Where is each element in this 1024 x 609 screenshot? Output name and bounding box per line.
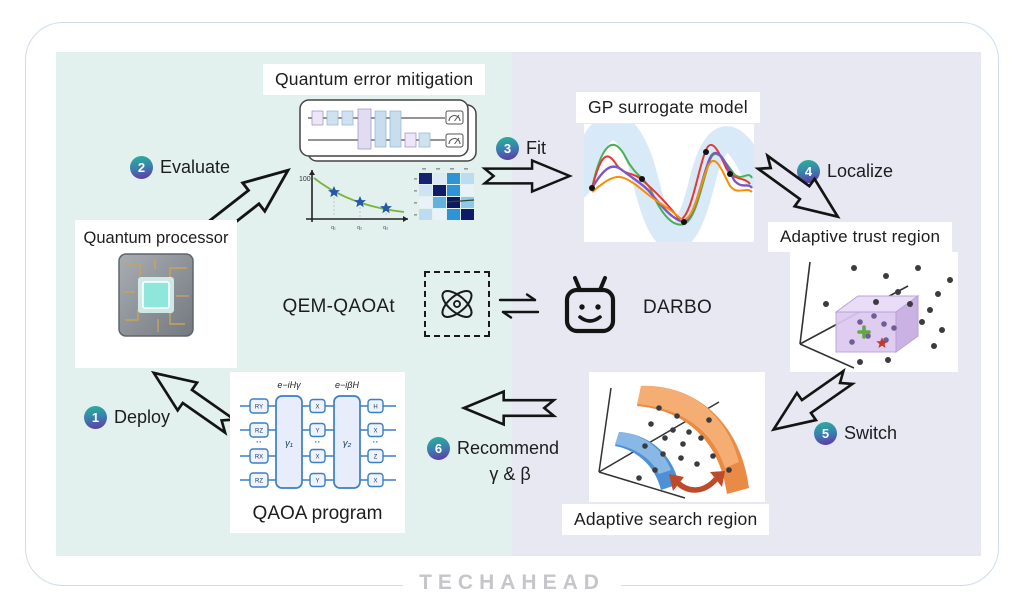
step-label-recommend: Recommend <box>457 438 560 458</box>
label-quantum-processor: Quantum processor <box>83 229 229 247</box>
arrow-evaluate <box>198 168 302 242</box>
qem-illustration: 100 q₁ q₂ q₃ <box>298 98 480 239</box>
quantum-processor-card: Quantum processor <box>75 220 237 368</box>
svg-text:q₂: q₂ <box>357 225 362 231</box>
label-quantum-error-mitigation: Quantum error mitigation <box>263 64 486 95</box>
measure-icon <box>445 110 464 148</box>
inside-cube-dots <box>849 313 897 345</box>
svg-text:e−iβH: e−iβH <box>335 380 359 390</box>
step-badge-3: 3 <box>496 137 519 160</box>
scatter-dots <box>636 405 732 481</box>
swap-arrow <box>669 471 725 493</box>
step-label-evaluate: Evaluate <box>160 157 231 177</box>
step-label-localize: Localize <box>827 161 894 181</box>
svg-text:RX: RX <box>255 455 263 461</box>
step-switch: 5 Switch <box>814 422 897 445</box>
search-region-illustration <box>589 372 765 502</box>
step-label-switch: Switch <box>844 423 898 443</box>
arrow-localize <box>752 152 850 219</box>
robot-face-icon <box>562 275 618 340</box>
brand-logo: TECHAHEAD <box>403 571 621 595</box>
step-badge-2: 2 <box>130 156 153 179</box>
svg-text:q₃: q₃ <box>383 225 388 231</box>
title-qem-qaoat: QEM-QAOAt <box>282 296 395 317</box>
arrow-deploy <box>142 370 240 436</box>
svg-text:q₁: q₁ <box>331 225 336 231</box>
star-marker <box>876 337 888 349</box>
step-badge-5: 5 <box>814 422 837 445</box>
step-label-fit: Fit <box>526 138 546 158</box>
svg-text:γ₁: γ₁ <box>285 438 293 449</box>
title-darbo: DARBO <box>643 297 713 318</box>
svg-text:··: ·· <box>373 437 379 447</box>
gp-data-points <box>589 149 733 225</box>
scatter-dots <box>823 265 953 365</box>
arrow-recommend <box>452 389 564 427</box>
exchange-arrows-icon <box>498 291 540 321</box>
svg-text:RZ: RZ <box>255 429 263 435</box>
heatmap <box>414 168 475 220</box>
label-adaptive-trust: Adaptive trust region <box>768 222 953 252</box>
svg-text:··: ·· <box>256 437 262 447</box>
qaoa-circuit: e−iHγ e−iβH γ₁ γ₂ RY RZ RX RZ <box>240 380 396 489</box>
svg-text:H: H <box>373 405 377 411</box>
svg-text:Y: Y <box>315 429 319 435</box>
svg-text:RZ: RZ <box>255 479 263 485</box>
chip-icon <box>75 252 237 342</box>
plot-ymax: 100 <box>299 176 311 183</box>
svg-text:Z: Z <box>374 455 378 461</box>
svg-text:X: X <box>315 455 319 461</box>
svg-text:X: X <box>373 429 377 435</box>
step-evaluate: 2 Evaluate <box>130 156 230 179</box>
qaoa-program-card: e−iHγ e−iβH γ₁ γ₂ RY RZ RX RZ <box>230 372 405 533</box>
step-sublabel-gamma-beta: γ & β <box>489 464 531 484</box>
label-qaoa-program: QAOA program <box>252 503 383 524</box>
step-badge-6: 6 <box>427 437 450 460</box>
arrow-switch <box>762 367 858 432</box>
step-fit: 3 Fit <box>496 137 546 160</box>
atom-icon <box>424 271 490 337</box>
step-label-deploy: Deploy <box>114 407 171 427</box>
svg-text:X: X <box>315 405 319 411</box>
trust-region-illustration <box>790 252 958 372</box>
label-gp-surrogate: GP surrogate model <box>576 92 760 123</box>
svg-text:RY: RY <box>255 405 263 411</box>
arrow-fit <box>481 157 573 195</box>
step-badge-1: 1 <box>84 406 107 429</box>
svg-text:e−iHγ: e−iHγ <box>277 380 301 390</box>
step-recommend: 6 Recommend <box>427 437 559 460</box>
label-adaptive-search: Adaptive search region <box>562 504 770 535</box>
plus-marker <box>857 325 871 339</box>
svg-text:X: X <box>373 479 377 485</box>
star-markers <box>328 186 392 214</box>
step-deploy: 1 Deploy <box>84 406 170 429</box>
svg-text:··: ·· <box>315 437 321 447</box>
svg-text:γ₂: γ₂ <box>343 438 352 449</box>
gp-illustration <box>565 114 769 251</box>
svg-text:Y: Y <box>315 479 319 485</box>
